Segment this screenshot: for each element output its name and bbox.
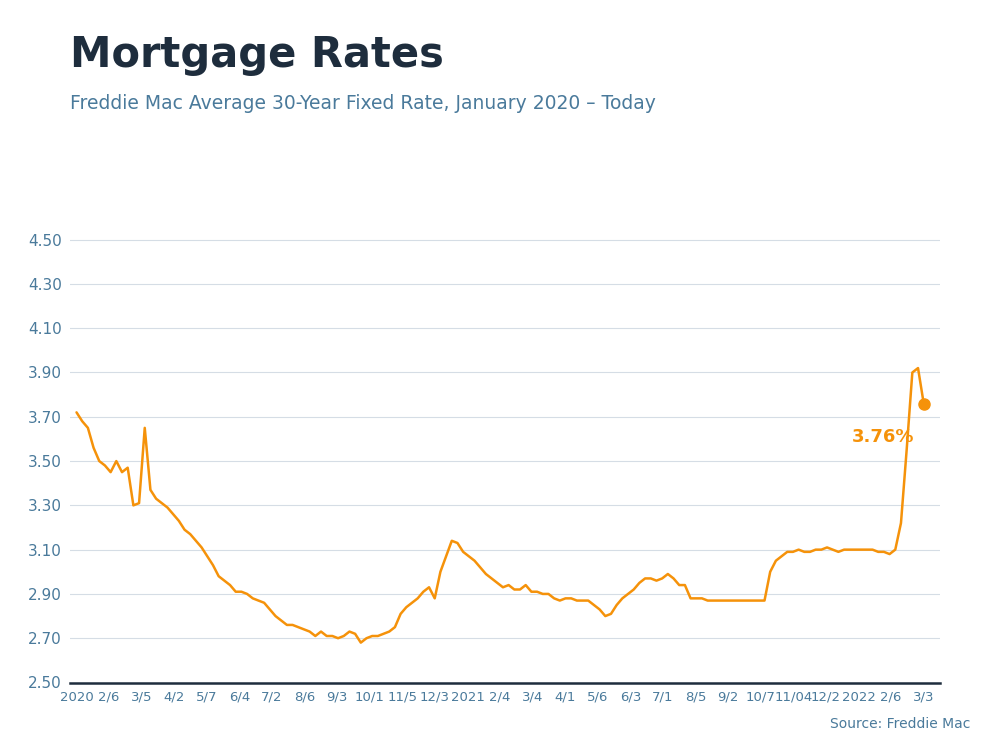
Text: Mortgage Rates: Mortgage Rates bbox=[70, 34, 444, 76]
Text: 3.76%: 3.76% bbox=[851, 427, 914, 445]
Text: Source: Freddie Mac: Source: Freddie Mac bbox=[830, 717, 970, 731]
Text: Freddie Mac Average 30-Year Fixed Rate, January 2020 – Today: Freddie Mac Average 30-Year Fixed Rate, … bbox=[70, 94, 656, 112]
